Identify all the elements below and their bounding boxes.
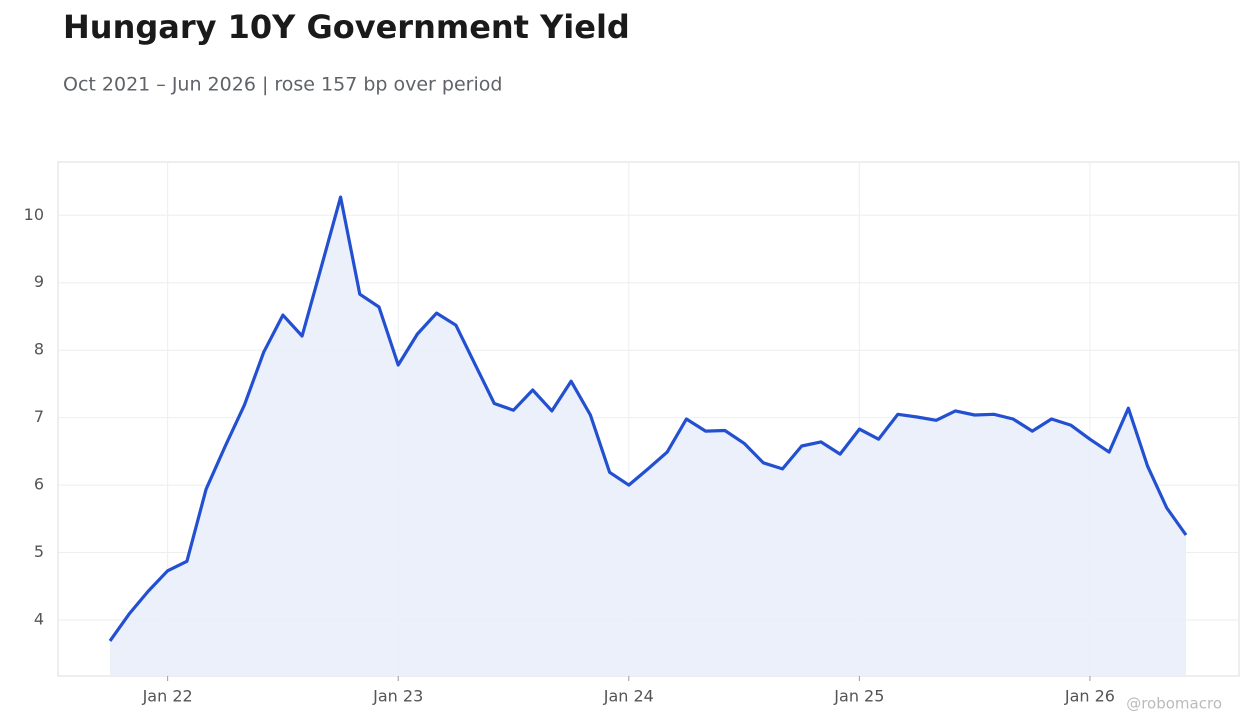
x-tick-label: Jan 25 — [833, 687, 884, 706]
y-tick-label: 10 — [24, 205, 44, 224]
watermark: @robomacro — [1126, 695, 1222, 713]
x-tick-label: Jan 24 — [603, 687, 654, 706]
y-tick-label: 9 — [34, 272, 44, 291]
y-tick-label: 5 — [34, 542, 44, 561]
x-tick-label: Jan 23 — [372, 687, 423, 706]
chart-subtitle: Oct 2021 – Jun 2026 | rose 157 bp over p… — [63, 74, 502, 96]
y-tick-label: 4 — [34, 610, 44, 629]
y-tick-label: 7 — [34, 407, 44, 426]
x-tick-label: Jan 22 — [142, 687, 193, 706]
area — [110, 197, 1186, 676]
y-tick-label: 6 — [34, 475, 44, 494]
y-tick-label: 8 — [34, 340, 44, 359]
chart-title: Hungary 10Y Government Yield — [63, 8, 630, 46]
line — [108, 195, 1188, 642]
x-tick-label: Jan 26 — [1064, 687, 1115, 706]
